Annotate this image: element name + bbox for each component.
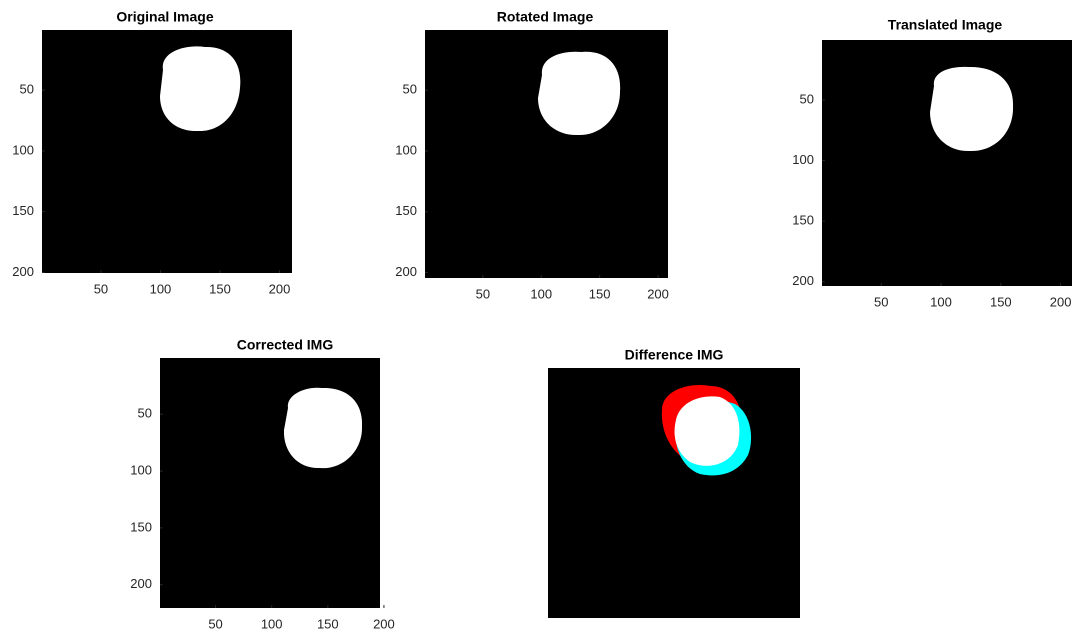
x-tick-label: 100 — [930, 294, 952, 309]
figure: Original Image Rotated Image Translated … — [0, 0, 1083, 642]
x-tick-label: 150 — [317, 616, 339, 631]
x-tick-label: 150 — [589, 286, 611, 301]
x-tick-label: 200 — [1050, 294, 1072, 309]
y-tick-label: 150 — [395, 203, 417, 218]
y-tick-label: 50 — [138, 406, 152, 421]
y-tick-label: 150 — [792, 213, 814, 228]
x-tick-label: 50 — [94, 281, 108, 296]
y-tick-label: 100 — [12, 142, 34, 157]
x-tick-label: 100 — [150, 281, 172, 296]
panel-title: Difference IMG — [625, 347, 724, 363]
y-tick-label: 200 — [395, 264, 417, 279]
difference-image — [548, 368, 800, 618]
y-tick-label: 100 — [130, 463, 152, 478]
y-tick-label: 200 — [792, 273, 814, 288]
y-tick-label: 50 — [20, 82, 34, 97]
panel-title: Original Image — [116, 9, 213, 25]
y-tick-label: 50 — [800, 91, 814, 106]
y-tick-label: 150 — [130, 519, 152, 534]
x-tick-label: 50 — [874, 294, 888, 309]
panel-title: Translated Image — [888, 17, 1003, 33]
y-tick-label: 200 — [130, 576, 152, 591]
y-tick-label: 100 — [395, 142, 417, 157]
y-tick-label: 200 — [12, 264, 34, 279]
x-tick-label: 50 — [476, 286, 490, 301]
y-tick-label: 50 — [403, 82, 417, 97]
translated-image — [822, 40, 1072, 286]
x-tick-label: 200 — [269, 281, 291, 296]
panel-title: Rotated Image — [497, 9, 594, 25]
x-tick-label: 150 — [990, 294, 1012, 309]
x-tick-label: 200 — [373, 616, 395, 631]
rotated-image — [425, 30, 668, 278]
x-tick-label: 50 — [208, 616, 222, 631]
x-tick-label: 100 — [261, 616, 283, 631]
original-image — [42, 30, 292, 273]
y-tick-label: 100 — [792, 152, 814, 167]
corrected-image — [160, 358, 380, 608]
x-tick-label: 200 — [647, 286, 669, 301]
y-tick-label: 150 — [12, 203, 34, 218]
x-tick-label: 150 — [209, 281, 231, 296]
panel-title: Corrected IMG — [237, 337, 334, 353]
x-tick-label: 100 — [530, 286, 552, 301]
